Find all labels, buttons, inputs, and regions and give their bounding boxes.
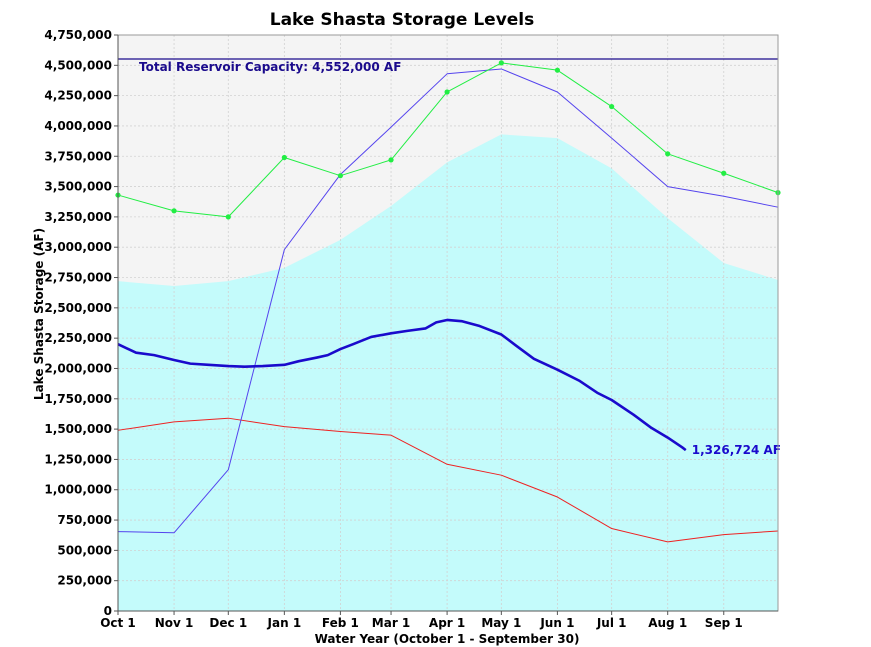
y-tick-label-5: 1,250,000 (44, 452, 112, 466)
x-tick-label-8: Jun 1 (539, 616, 574, 630)
y-tick-label-18: 4,500,000 (44, 58, 112, 72)
y-tick-label-14: 3,500,000 (44, 180, 112, 194)
x-tick-label-9: Jul 1 (596, 616, 627, 630)
series-3-point-11 (721, 170, 727, 176)
series-3-point-7 (498, 60, 504, 66)
y-tick-label-17: 4,250,000 (44, 89, 112, 103)
series-line-4 (117, 318, 687, 452)
series-3-point-10 (665, 151, 671, 157)
y-tick-label-0: 0 (104, 604, 112, 618)
current-storage-label: 1,326,724 AF (692, 443, 781, 457)
x-tick-label-10: Aug 1 (648, 616, 687, 630)
series-3-point-9 (609, 103, 615, 110)
series-3-point-5 (388, 157, 394, 163)
x-tick-label-5: Mar 1 (372, 616, 410, 630)
series-3-point-3 (281, 154, 287, 161)
x-axis: Oct 1 Nov 1 Dec 1 Jan 1 Feb 1 Mar 1 Apr 1 May 1… (100, 610, 778, 630)
y-tick-label-9: 2,250,000 (44, 331, 112, 345)
series-3-point-1 (171, 208, 177, 214)
x-tick-label-2: Dec 1 (209, 616, 247, 630)
y-tick-label-15: 3,750,000 (44, 149, 112, 163)
y-tick-label-2: 500,000 (57, 543, 112, 557)
plot-area: Total Reservoir Capacity: 4,552,000 AF 1,… (115, 34, 781, 612)
y-tick-label-10: 2,500,000 (44, 301, 112, 315)
y-tick-label-4: 1,000,000 (44, 483, 112, 497)
area-series-0 (118, 134, 778, 611)
y-tick-label-6: 1,500,000 (44, 422, 112, 436)
y-tick-label-7: 1,750,000 (44, 392, 112, 406)
y-tick-label-12: 3,000,000 (44, 240, 112, 254)
y-tick-label-3: 750,000 (57, 513, 112, 527)
y-tick-label-1: 250,000 (57, 574, 112, 588)
x-tick-label-4: Feb 1 (322, 616, 359, 630)
y-tick-label-19: 4,750,000 (44, 28, 112, 42)
x-tick-label-6: Apr 1 (429, 616, 465, 630)
series-3-point-4 (337, 173, 344, 179)
x-tick-label-1: Nov 1 (155, 616, 194, 630)
chart-title: Lake Shasta Storage Levels (270, 10, 535, 30)
capacity-label: Total Reservoir Capacity: 4,552,000 AF (139, 60, 401, 74)
series-3-point-8 (554, 67, 560, 73)
y-axis-title: Lake Shasta Storage (AF) (32, 228, 46, 400)
series-3-point-6 (444, 89, 450, 95)
y-axis: 0 250,000 500,000 750,000 1,000,000 1,250,000… (44, 28, 119, 618)
series-line-2 (117, 68, 779, 534)
x-tick-label-3: Jan 1 (267, 616, 302, 630)
y-tick-label-16: 4,000,000 (44, 119, 112, 133)
series-3-point-2 (225, 214, 231, 220)
x-tick-label-11: Sep 1 (705, 616, 743, 630)
x-tick-label-0: Oct 1 (100, 616, 136, 630)
series-line-1 (117, 417, 779, 543)
y-tick-label-11: 2,750,000 (44, 271, 112, 285)
x-tick-label-7: May 1 (481, 616, 521, 630)
x-axis-title: Water Year (October 1 - September 30) (315, 632, 580, 646)
y-tick-label-8: 2,000,000 (44, 361, 112, 375)
y-tick-label-13: 3,250,000 (44, 210, 112, 224)
